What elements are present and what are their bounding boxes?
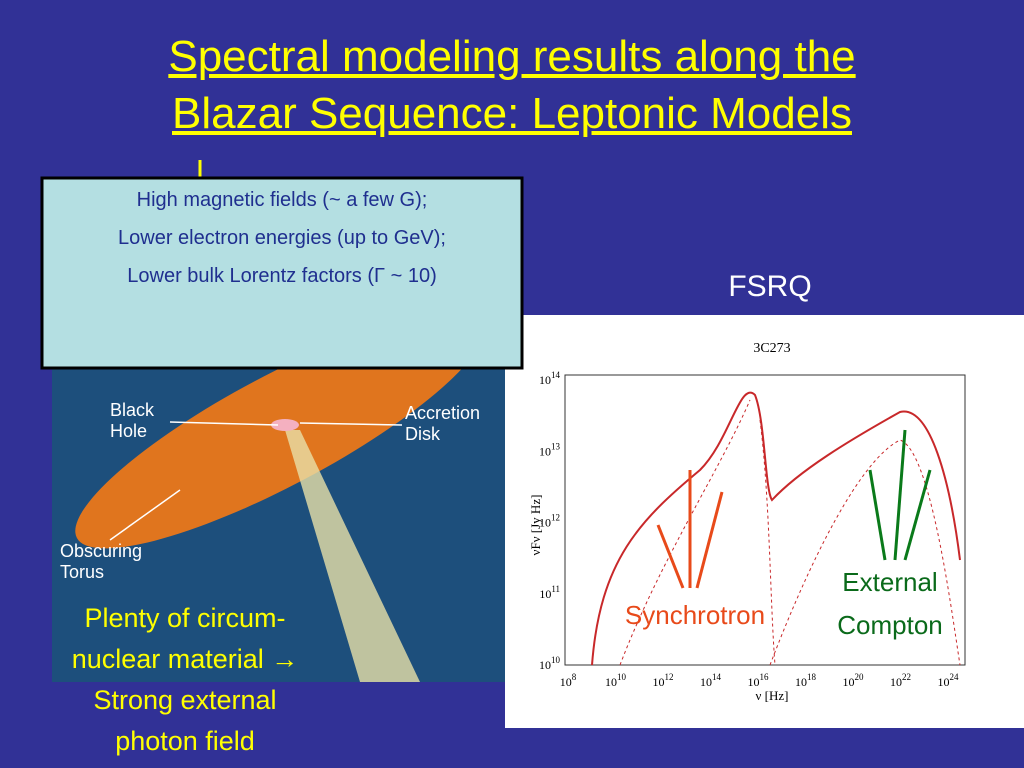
tick-exp: 16 [760,672,770,682]
synchrotron-arrows [656,470,724,589]
tick-base: 10 [605,675,617,689]
caption-line: nuclear material → [71,644,299,674]
tick-label: 1013 [539,441,561,458]
title-line: Spectral modeling results along the [168,32,856,81]
plot-frame [564,374,966,666]
black-hole [271,419,299,431]
tick-base: 10 [539,587,551,601]
tick-label: 1010 [605,672,627,689]
synchrotron-label: Synchrotron [624,600,766,630]
title-line: Blazar Sequence: Leptonic Models [172,89,852,138]
agn-label: Accretion Disk [405,403,481,444]
jet [285,430,420,682]
sed-model [591,391,961,666]
tick-base: 10 [700,675,712,689]
plot-title: 3C273 [753,341,790,356]
tick-label: 1016 [748,672,770,689]
tick-label: 1012 [539,513,560,530]
agn-label: Black Hole [110,400,155,441]
tick-exp: 20 [855,672,865,682]
tick-exp: 13 [551,441,561,451]
tick-label: 1024 [938,672,960,689]
tick-exp: 22 [902,672,911,682]
tick-exp: 12 [665,672,674,682]
tick-base: 10 [653,675,665,689]
tick-label: 1014 [700,672,722,689]
tick-exp: 18 [807,672,817,682]
caption: Plenty of circum- nuclear material → Str… [20,598,350,762]
tick-base: 10 [843,675,855,689]
tick-base: 10 [539,373,551,387]
tick-label: 1022 [890,672,911,689]
info-text: High magnetic fields (~ a few G); Lower … [48,186,516,290]
tick-exp: 14 [712,672,722,682]
tick-base: 10 [539,444,551,458]
tick-label: 1010 [539,655,561,672]
info-line: Lower electron energies (up to GeV); [118,227,446,249]
x-axis-label: ν [Hz] [756,688,789,703]
tick-base: 10 [748,675,760,689]
info-line: Lower bulk Lorentz factors (Γ ~ 10) [127,265,437,287]
tick-base: 10 [539,658,551,672]
compton-arrows [868,429,932,561]
tick-label: 1014 [539,370,561,387]
fsrq-heading: FSRQ [728,270,812,303]
tick-exp: 14 [551,370,561,380]
y-axis-label: νFν [Jy Hz] [528,495,543,556]
tick-label: 1012 [653,672,674,689]
tick-base: 10 [539,516,551,530]
tick-label: 1011 [539,584,560,601]
tick-base: 10 [890,675,902,689]
title: Spectral modeling results along the Blaz… [0,28,1024,142]
compton-label: External [842,567,938,597]
info-line: High magnetic fields (~ a few G); [136,189,428,211]
compton-label: Compton [837,610,943,640]
tick-base: 10 [560,675,572,689]
tick-label: 1020 [843,672,865,689]
caption-line: Strong external [93,685,277,715]
sed-plot-bg [505,315,1024,728]
sed-components [619,399,961,666]
tick-exp: 24 [950,672,960,682]
tick-exp: 11 [551,584,560,594]
caption-line: photon field [115,726,255,756]
tick-base: 10 [938,675,950,689]
tick-label: 108 [560,672,577,689]
tick-base: 10 [795,675,807,689]
tick-exp: 12 [551,513,560,523]
tick-exp: 10 [551,655,561,665]
leader-lines [109,421,403,541]
tick-exp: 10 [617,672,627,682]
info-box [40,176,524,370]
tick-exp: 8 [572,672,577,682]
agn-label: Obscuring Torus [60,541,143,582]
tick-label: 1018 [795,672,817,689]
caption-line: Plenty of circum- [84,603,286,633]
